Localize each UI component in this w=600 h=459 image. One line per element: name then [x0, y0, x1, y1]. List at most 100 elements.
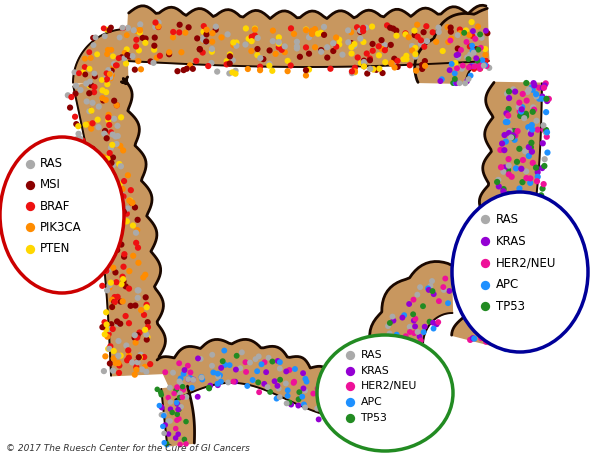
- Point: [103, 286, 112, 294]
- Point: [405, 328, 415, 336]
- Point: [157, 411, 166, 419]
- Point: [122, 32, 131, 39]
- Point: [355, 412, 365, 420]
- Point: [118, 147, 128, 154]
- Point: [541, 126, 551, 134]
- Point: [455, 29, 465, 37]
- Point: [422, 22, 431, 30]
- Point: [165, 384, 175, 392]
- Point: [476, 308, 485, 316]
- Point: [503, 114, 513, 122]
- Point: [514, 232, 523, 239]
- Point: [126, 186, 136, 194]
- Point: [410, 27, 419, 34]
- Point: [342, 386, 352, 393]
- Point: [304, 34, 314, 41]
- Point: [202, 31, 211, 38]
- Point: [76, 86, 85, 94]
- Point: [475, 63, 484, 70]
- Point: [105, 70, 115, 78]
- Point: [283, 392, 292, 400]
- Point: [197, 374, 206, 381]
- Point: [301, 72, 311, 79]
- Point: [346, 421, 355, 429]
- Point: [122, 210, 131, 218]
- Point: [347, 39, 356, 47]
- Point: [132, 358, 142, 366]
- Point: [199, 22, 209, 30]
- Point: [356, 384, 366, 391]
- Point: [359, 391, 369, 398]
- Point: [396, 369, 406, 377]
- Point: [237, 349, 247, 356]
- Point: [490, 255, 500, 262]
- Point: [509, 86, 518, 93]
- Point: [475, 31, 485, 38]
- Point: [420, 323, 430, 330]
- Point: [410, 44, 420, 51]
- Point: [377, 45, 386, 52]
- Point: [101, 267, 111, 274]
- Point: [133, 244, 143, 252]
- Point: [425, 282, 435, 290]
- Point: [385, 319, 395, 327]
- Point: [316, 29, 326, 36]
- Point: [113, 191, 122, 199]
- Point: [102, 50, 112, 58]
- Point: [380, 41, 389, 49]
- Point: [301, 67, 311, 74]
- Point: [178, 383, 187, 390]
- Point: [506, 199, 515, 207]
- Point: [345, 383, 355, 390]
- Point: [527, 223, 537, 230]
- Point: [103, 80, 112, 88]
- Point: [160, 430, 169, 437]
- Point: [428, 287, 437, 295]
- Point: [104, 121, 114, 129]
- Point: [319, 31, 329, 39]
- Point: [334, 41, 344, 48]
- Point: [188, 65, 197, 73]
- Point: [301, 404, 310, 411]
- Point: [344, 39, 353, 46]
- Point: [344, 405, 354, 413]
- Point: [428, 319, 438, 326]
- Point: [136, 21, 145, 28]
- Point: [504, 88, 514, 95]
- Point: [380, 43, 389, 50]
- Point: [114, 369, 124, 376]
- Point: [119, 253, 129, 260]
- Point: [168, 369, 178, 376]
- Point: [514, 287, 524, 295]
- Point: [106, 24, 116, 31]
- Point: [114, 55, 124, 62]
- Point: [503, 203, 513, 211]
- Point: [484, 64, 494, 72]
- Point: [100, 163, 110, 170]
- Point: [178, 386, 188, 393]
- Point: [494, 196, 504, 203]
- Point: [359, 62, 369, 70]
- Point: [134, 57, 143, 65]
- Point: [96, 159, 106, 166]
- Point: [501, 118, 511, 126]
- Point: [326, 65, 335, 73]
- Point: [466, 336, 475, 344]
- Point: [331, 34, 341, 41]
- Point: [485, 322, 494, 330]
- Point: [98, 324, 107, 331]
- Point: [102, 134, 112, 142]
- Point: [413, 328, 422, 336]
- Point: [92, 50, 102, 58]
- Point: [179, 370, 188, 377]
- Point: [313, 30, 323, 37]
- Point: [472, 55, 481, 62]
- Point: [101, 74, 111, 82]
- Point: [466, 62, 475, 70]
- Point: [88, 120, 97, 127]
- Point: [122, 342, 131, 349]
- Point: [509, 127, 519, 134]
- Point: [343, 391, 353, 398]
- Point: [274, 40, 284, 47]
- Point: [345, 398, 355, 406]
